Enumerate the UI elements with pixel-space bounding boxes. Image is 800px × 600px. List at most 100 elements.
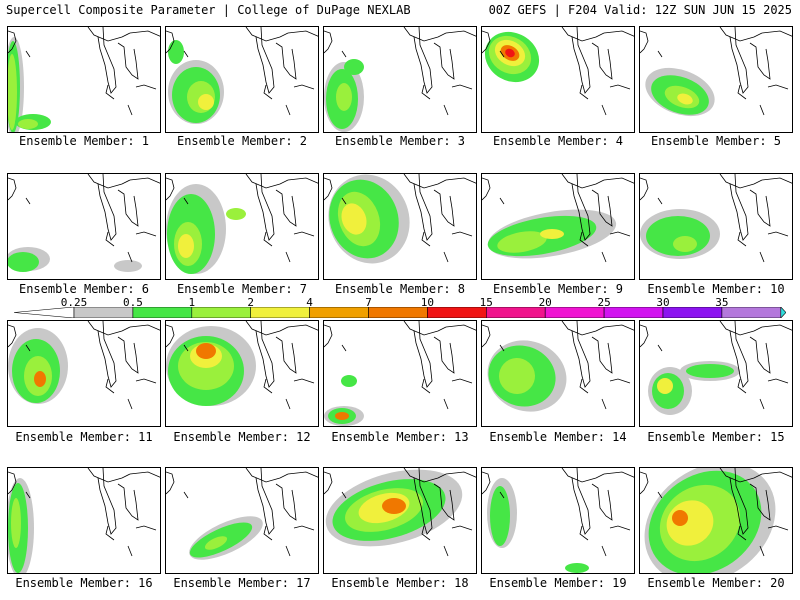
basemap-outline xyxy=(729,468,749,535)
scp-map xyxy=(482,27,634,116)
basemap-outline xyxy=(87,174,131,189)
colorbar-tick-label: 7 xyxy=(365,296,372,309)
member-label-7: Ensemble Member: 7 xyxy=(176,282,308,296)
colorbar-segment xyxy=(544,307,605,318)
colorbar-segment xyxy=(309,307,369,318)
basemap-outline xyxy=(421,84,431,100)
scp-contour xyxy=(336,83,352,111)
basemap-outline xyxy=(25,344,31,352)
colorbar-tick-label: 20 xyxy=(538,296,552,309)
scp-map xyxy=(324,27,476,132)
basemap-outline xyxy=(8,324,17,348)
map-panel-6 xyxy=(7,173,161,280)
map-panel-3 xyxy=(323,26,477,133)
basemap-outline xyxy=(737,378,747,394)
basemap-outline xyxy=(403,468,447,483)
scp-map xyxy=(166,174,318,274)
basemap-outline xyxy=(640,30,649,54)
map-panel-18 xyxy=(323,467,477,574)
basemap-outline xyxy=(499,50,505,58)
basemap-outline xyxy=(759,251,765,263)
basemap-outline xyxy=(135,378,157,384)
basemap-outline xyxy=(499,344,505,352)
basemap-outline xyxy=(445,471,476,478)
basemap-outline xyxy=(640,471,649,495)
basemap-outline xyxy=(341,50,347,58)
run-valid-time: 00Z GEFS | F204 Valid: 12Z SUN JUN 15 20… xyxy=(488,3,792,17)
basemap-outline xyxy=(275,336,297,374)
basemap-outline xyxy=(561,321,605,336)
basemap-outline xyxy=(761,177,792,184)
basemap-outline xyxy=(324,177,333,201)
basemap-outline xyxy=(324,30,333,54)
basemap-outline xyxy=(129,324,160,331)
basemap-outline xyxy=(275,483,297,521)
basemap-outline xyxy=(129,30,160,37)
basemap-outline xyxy=(579,378,589,394)
colorbar-tick-label: 10 xyxy=(420,296,435,309)
basemap-outline xyxy=(561,468,605,483)
basemap-outline xyxy=(451,525,473,531)
scp-contour xyxy=(673,236,697,252)
map-panel-1 xyxy=(7,26,161,133)
basemap-outline xyxy=(609,84,631,90)
scp-contour xyxy=(499,358,535,394)
scp-contour xyxy=(505,48,515,58)
map-panel-4 xyxy=(481,26,635,133)
basemap-outline xyxy=(127,398,133,410)
basemap-outline xyxy=(561,27,605,42)
basemap-outline xyxy=(761,30,792,37)
basemap-outline xyxy=(737,84,747,100)
basemap-outline xyxy=(275,189,297,227)
map-panel-13 xyxy=(323,320,477,427)
basemap-outline xyxy=(166,471,175,495)
basemap-outline xyxy=(97,174,117,241)
basemap-outline xyxy=(97,321,117,388)
basemap-outline xyxy=(601,398,607,410)
basemap-outline xyxy=(287,30,318,37)
scp-map xyxy=(482,468,634,573)
basemap-outline xyxy=(571,321,591,388)
scp-contour xyxy=(341,375,357,387)
basemap-outline xyxy=(117,483,139,521)
basemap-outline xyxy=(105,525,115,541)
basemap-outline xyxy=(403,174,447,189)
basemap-outline xyxy=(87,27,131,42)
colorbar-segment xyxy=(368,307,428,318)
basemap-outline xyxy=(87,321,131,336)
basemap-outline xyxy=(767,525,789,531)
basemap-outline xyxy=(443,398,449,410)
basemap-outline xyxy=(729,27,749,94)
map-panel-10 xyxy=(639,173,793,280)
scp-map xyxy=(8,27,160,132)
scp-map xyxy=(8,468,160,573)
basemap-outline xyxy=(657,50,663,58)
member-label-19: Ensemble Member: 19 xyxy=(489,576,627,590)
basemap-outline xyxy=(8,30,17,54)
basemap-outline xyxy=(443,104,449,116)
colorbar-tick-label: 15 xyxy=(479,296,493,309)
scp-contour xyxy=(178,234,194,258)
colorbar-tick-label: 30 xyxy=(656,296,670,309)
basemap-outline xyxy=(445,324,476,331)
basemap-outline xyxy=(255,468,275,535)
basemap-outline xyxy=(601,545,607,557)
basemap-outline xyxy=(413,468,433,535)
basemap-outline xyxy=(761,471,792,478)
basemap-outline xyxy=(127,104,133,116)
scp-contour xyxy=(540,229,564,239)
basemap-outline xyxy=(749,483,771,521)
basemap-outline xyxy=(293,84,315,90)
basemap-outline xyxy=(579,84,589,100)
basemap-outline xyxy=(603,324,634,331)
basemap-outline xyxy=(579,231,589,247)
basemap-outline xyxy=(591,42,613,80)
basemap-outline xyxy=(571,468,591,535)
basemap-outline xyxy=(8,471,17,495)
basemap-outline xyxy=(245,174,289,189)
basemap-outline xyxy=(129,471,160,478)
member-label-4: Ensemble Member: 4 xyxy=(492,134,624,148)
basemap-outline xyxy=(127,545,133,557)
basemap-outline xyxy=(285,251,291,263)
scp-map xyxy=(324,174,476,264)
